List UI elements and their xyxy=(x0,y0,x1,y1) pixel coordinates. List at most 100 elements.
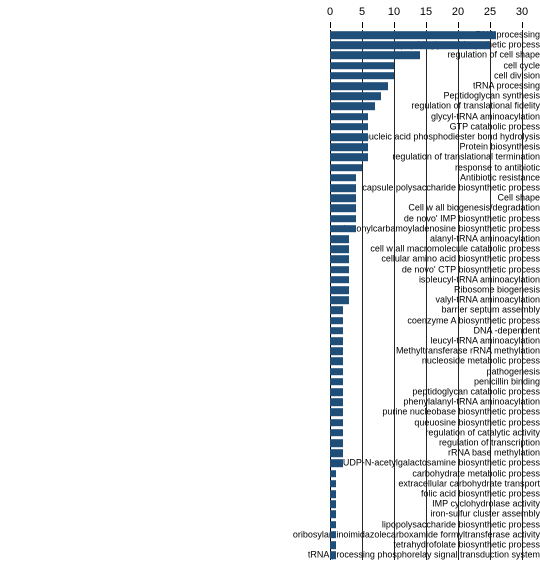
bar-row: queuosine biosynthetic process xyxy=(0,418,540,428)
x-axis-top: 051015202530 xyxy=(0,0,540,30)
bar-row: lipopolysaccharide biosynthetic process xyxy=(0,520,540,530)
bar-label: coenzyme A biosynthetic process xyxy=(216,316,540,325)
bar-row: cell division xyxy=(0,71,540,81)
bar xyxy=(330,225,356,233)
bar xyxy=(330,174,356,182)
bar-label: regulation of transcription xyxy=(216,439,540,448)
bar xyxy=(330,184,356,192)
bar xyxy=(330,103,375,111)
bar-row: regulation of translational fidelity xyxy=(0,101,540,111)
bar xyxy=(330,500,336,508)
bar-label: tRNA processing phosphorelay signal tran… xyxy=(216,551,540,560)
bar xyxy=(330,62,394,70)
bar-row: threonylcarbamoyladenosine biosynthetic … xyxy=(0,224,540,234)
bar-row: regulation of transcription xyxy=(0,438,540,448)
bar-row: response to antibiotic xyxy=(0,163,540,173)
plot-area: rRNA processingpeptidoglycan biosyntheti… xyxy=(0,30,540,560)
bar xyxy=(330,378,343,386)
x-tick-label: 15 xyxy=(420,6,432,18)
bar xyxy=(330,307,343,315)
bar xyxy=(330,72,394,80)
bar-row: rRNA base methylation xyxy=(0,448,540,458)
bar-row: isoleucyl-tRNA aminoacylation xyxy=(0,275,540,285)
bar xyxy=(330,327,343,335)
bar-row: barrier septum assembly xyxy=(0,305,540,315)
bar-label: penicillin binding xyxy=(216,377,540,386)
bar-label: IMP cyclohydrolase activity xyxy=(216,500,540,509)
bar xyxy=(330,460,343,468)
bar-label: oribosylaminoimidazolecarboxamide formyl… xyxy=(216,530,540,539)
bar-row: Ribosome biogenesis xyxy=(0,285,540,295)
bar-row: de novo' CTP biosynthetic process xyxy=(0,265,540,275)
bar-label: regulation of translational fidelity xyxy=(216,102,540,111)
bar-row: Methyltransferase rRNA methylation xyxy=(0,346,540,356)
bar-label: GTP catabolic process xyxy=(216,122,540,131)
bar-label: extracellular carbohydrate transport xyxy=(216,479,540,488)
bar-label: Ribosome biogenesis xyxy=(216,286,540,295)
bar-row: rRNA processing xyxy=(0,30,540,40)
bar xyxy=(330,164,362,172)
bar-label: barrier septum assembly xyxy=(216,306,540,315)
bar-row: glycyl-tRNA aminoacylation xyxy=(0,112,540,122)
bar-label: valyl-tRNA aminoacylation xyxy=(216,296,540,305)
bar xyxy=(330,317,343,325)
bar-row: nucleoside metabolic process xyxy=(0,356,540,366)
bar-label: iron-sulfur cluster assembly xyxy=(216,510,540,519)
bar xyxy=(330,541,336,549)
bar-label: cell w all macromolecule catabolic proce… xyxy=(216,245,540,254)
bar xyxy=(330,358,343,366)
bar xyxy=(330,439,343,447)
bar-row: carbohydrate metabolic process xyxy=(0,469,540,479)
bar-row: iron-sulfur cluster assembly xyxy=(0,509,540,519)
bar xyxy=(330,154,368,162)
bar xyxy=(330,41,490,49)
bar-label: de novo' IMP biosynthetic process xyxy=(216,214,540,223)
bar-label: rRNA base methylation xyxy=(216,449,540,458)
bar-row: Peptidoglycan synthesis xyxy=(0,91,540,101)
bar xyxy=(330,551,336,559)
bar-label: Methyltransferase rRNA methylation xyxy=(216,347,540,356)
bar-label: phenylalanyl-tRNA aminoacylation xyxy=(216,398,540,407)
x-tick-mark xyxy=(394,22,395,28)
x-tick-mark xyxy=(362,22,363,28)
bar-label: lipopolysaccharide biosynthetic process xyxy=(216,520,540,529)
bar-row: capsule polysaccharide biosynthetic proc… xyxy=(0,183,540,193)
bar-row: tRNA processing phosphorelay signal tran… xyxy=(0,550,540,560)
bar xyxy=(330,511,336,519)
bar xyxy=(330,266,349,274)
x-tick-mark xyxy=(522,22,523,28)
bar xyxy=(330,82,388,90)
bar-label: isoleucyl-tRNA aminoacylation xyxy=(216,275,540,284)
x-tick-label: 10 xyxy=(388,6,400,18)
bar-label: Cell w all biogenesis/degradation xyxy=(216,204,540,213)
bar xyxy=(330,337,343,345)
bar xyxy=(330,92,381,100)
bar xyxy=(330,286,349,294)
bar-row: Cell shape xyxy=(0,193,540,203)
bar xyxy=(330,215,356,223)
bar-label: pathogenesis xyxy=(216,367,540,376)
bar xyxy=(330,470,336,478)
bar-label: threonylcarbamoyladenosine biosynthetic … xyxy=(216,224,540,233)
x-tick-mark xyxy=(458,22,459,28)
bar xyxy=(330,205,356,213)
bar-row: alanyl-tRNA aminoacylation xyxy=(0,234,540,244)
bar-label: cellular amino acid biosynthetic process xyxy=(216,255,540,264)
bar-label: capsule polysaccharide biosynthetic proc… xyxy=(216,184,540,193)
bar xyxy=(330,113,368,121)
bar-label: response to antibiotic xyxy=(216,163,540,172)
bar-label: Antibiotic resistance xyxy=(216,173,540,182)
x-tick-mark xyxy=(426,22,427,28)
bar xyxy=(330,256,349,264)
bar xyxy=(330,276,349,284)
bar xyxy=(330,388,343,396)
bar xyxy=(330,31,496,39)
x-tick-label: 25 xyxy=(484,6,496,18)
bar xyxy=(330,531,336,539)
bar-label: UDP-N-acetylgalactosamine biosynthetic p… xyxy=(216,459,540,468)
bar xyxy=(330,133,368,141)
bar xyxy=(330,429,343,437)
bar-row: extracellular carbohydrate transport xyxy=(0,479,540,489)
bar-row: cell w all macromolecule catabolic proce… xyxy=(0,244,540,254)
bar-row: de novo' IMP biosynthetic process xyxy=(0,214,540,224)
